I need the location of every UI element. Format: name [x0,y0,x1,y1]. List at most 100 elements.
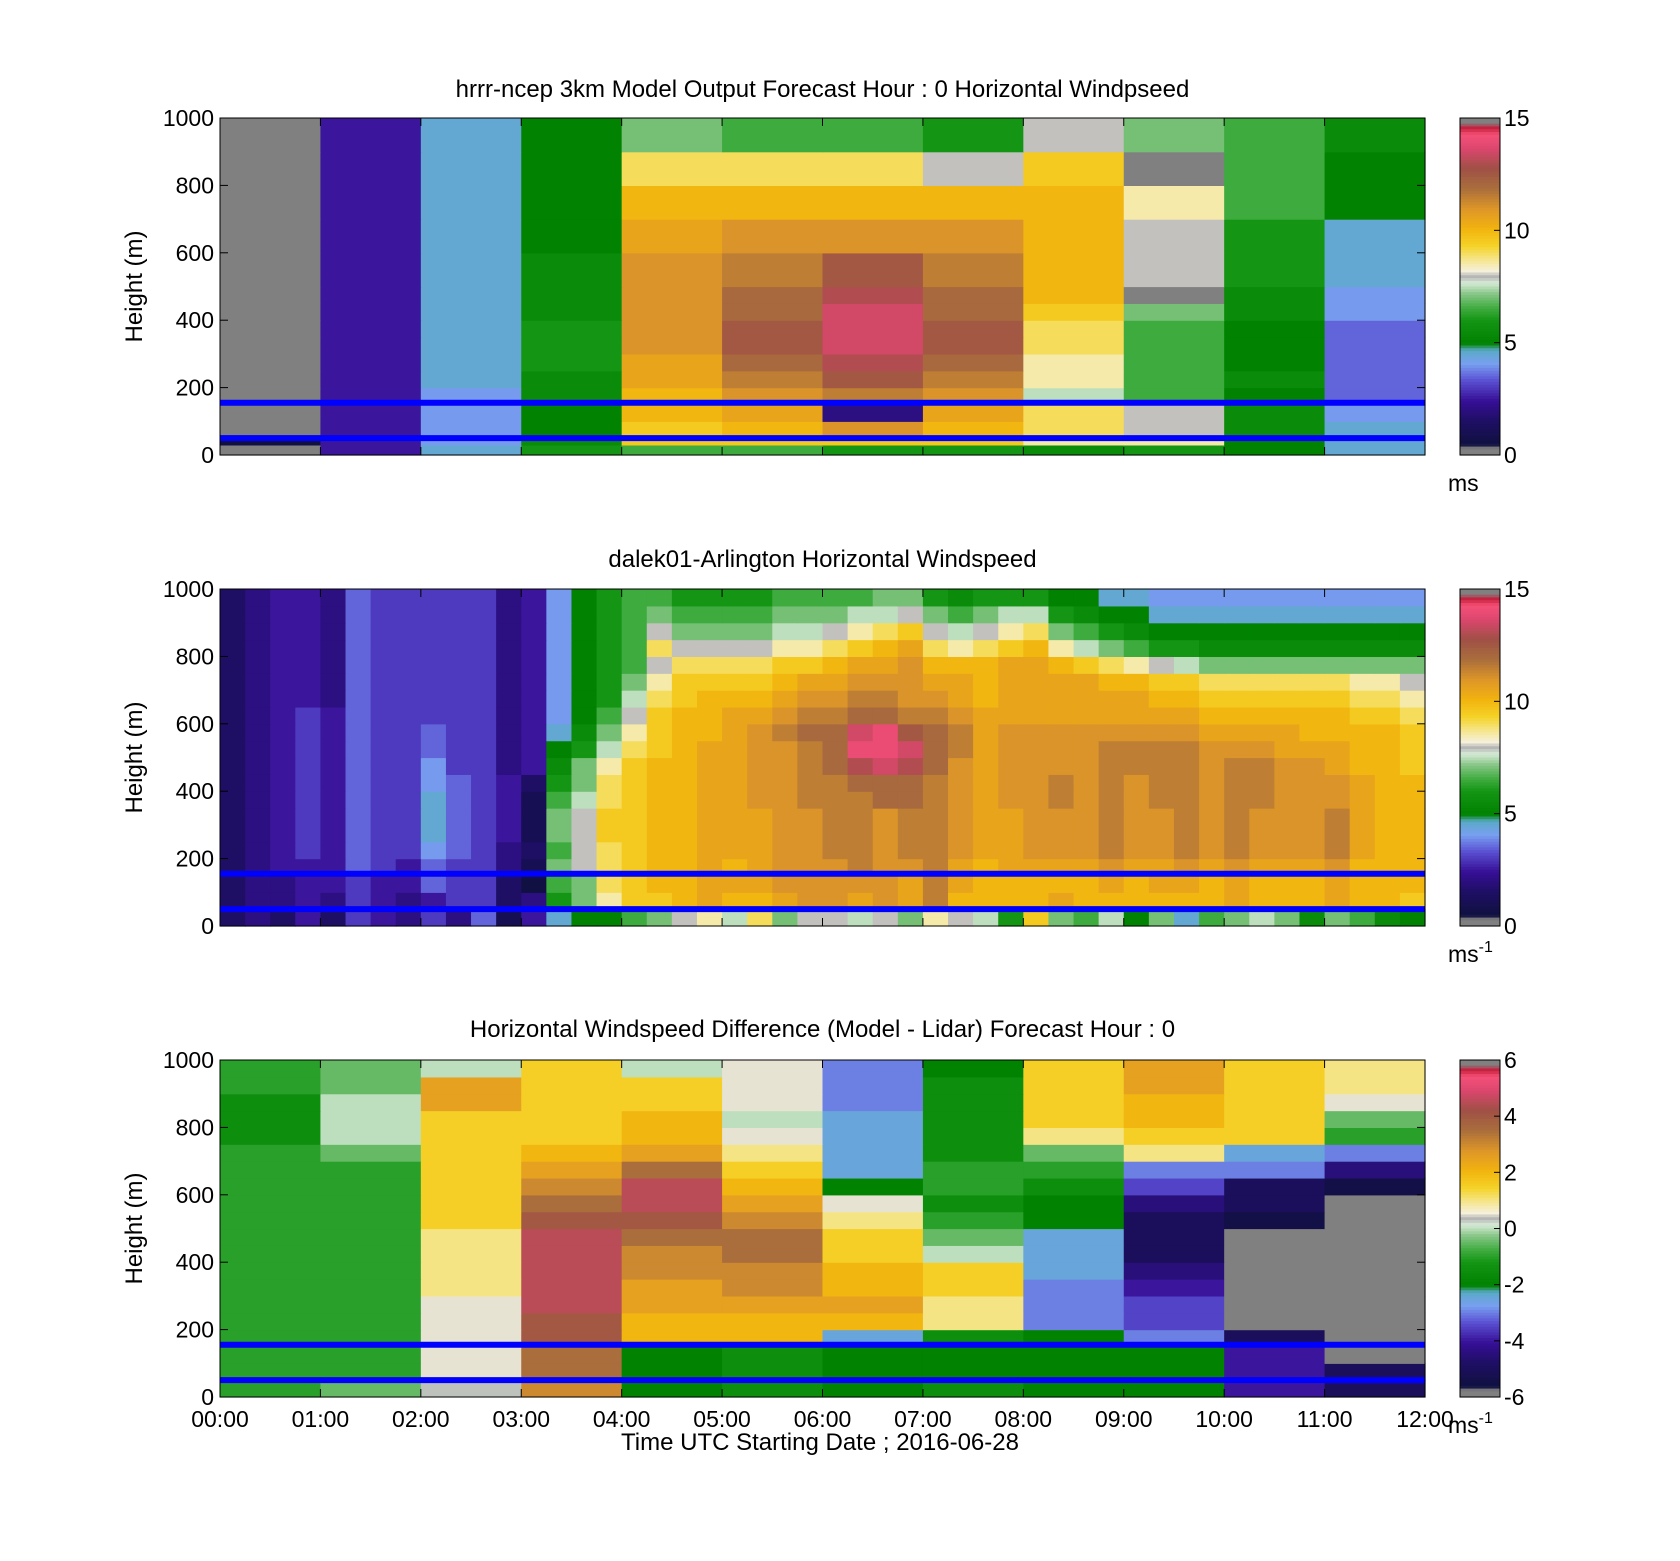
heatmap-cell [320,740,347,759]
heatmap-cell [1023,286,1125,304]
heatmap-cell [571,841,598,860]
colorbar-segment [1460,435,1500,439]
colorbar-segment [1460,889,1500,893]
heatmap-cell [521,791,547,809]
heatmap-cell [621,774,648,792]
heatmap-cell [596,605,623,624]
heatmap-cell [571,622,598,641]
heatmap-cell [797,909,824,927]
heatmap-cell [1324,656,1351,674]
heatmap-cell [220,1312,322,1331]
heatmap-cell [621,1295,723,1314]
heatmap-cell [1374,656,1401,674]
colorbar-segment [1460,633,1500,638]
colorbar-segment [1460,791,1500,795]
heatmap-cell [471,706,497,725]
heatmap-cell [922,605,949,624]
heatmap-cell [1299,892,1326,910]
colorbar-tick-label: 0 [1504,442,1517,468]
heatmap-cell [1324,673,1351,691]
heatmap-cell [1224,1060,1326,1078]
heatmap-cell [496,808,522,826]
colorbar-segment [1460,140,1500,144]
colorbar-segment [1460,1259,1500,1263]
colorbar-segment [1460,875,1500,879]
heatmap-cell [295,740,322,759]
heatmap-cell [295,723,322,742]
heatmap-cell [797,690,824,708]
heatmap-cell [696,740,723,759]
heatmap-cell [797,740,824,759]
heatmap-cell [621,605,648,624]
heatmap-cell [521,1127,623,1145]
heatmap-cell [521,444,623,456]
heatmap-cell [1224,303,1326,321]
heatmap-cell [320,252,422,288]
heatmap-cell [847,774,874,792]
heatmap-cell [596,824,623,843]
colorbar-segment [1460,160,1500,164]
heatmap-cell [370,824,397,843]
colorbar-segment [1460,1163,1500,1168]
heatmap-cell [822,808,849,826]
colorbar-segment [1460,749,1500,753]
heatmap-cell [1299,639,1326,657]
heatmap-cell [395,909,422,927]
heatmap-cell [747,605,773,624]
heatmap-cell [922,892,949,910]
heatmap-cell [872,824,899,843]
heatmap-cell [546,740,573,759]
colorbar-segment [1460,202,1500,206]
heatmap-cell [270,690,296,708]
heatmap-cell [1023,1161,1125,1179]
heatmap-cell [295,673,322,691]
heatmap-cell [621,1346,723,1364]
heatmap-cell [747,622,773,641]
colorbar-segment [1460,844,1500,848]
colorbar-segment [1460,294,1500,299]
colorbar-segment [1460,426,1500,431]
heatmap-cell [1123,841,1150,860]
heatmap-cell [1098,875,1125,893]
heatmap-cell [722,791,748,809]
colorbar-segment [1460,157,1500,161]
heatmap-cell [345,723,372,742]
heatmap-cell [1274,791,1301,809]
heatmap-cell [220,303,322,321]
colorbar-segment [1460,1060,1500,1064]
heatmap-cell [445,808,472,826]
heatmap-cell [1224,421,1326,436]
heatmap-cell [1098,589,1125,607]
heatmap-cell [722,1295,824,1314]
heatmap-cell [621,118,723,153]
heatmap-cell [722,909,748,927]
heatmap-cell [722,673,748,691]
heatmap-cell [1148,757,1175,775]
heatmap-cell [1023,808,1050,826]
heatmap-cell [897,706,924,725]
heatmap-cell [822,1093,924,1112]
heatmap-cell [1023,1312,1125,1331]
colorbar-segment [1460,920,1500,924]
heatmap-cell [1199,706,1225,725]
heatmap-cell [872,706,899,725]
heatmap-cell [1123,404,1225,422]
colorbar-segment [1460,241,1500,245]
heatmap-cell [395,892,422,910]
heatmap-cell [1349,690,1376,708]
colorbar-segment [1460,143,1500,147]
heatmap-cell [948,690,974,708]
heatmap-cell [220,841,246,860]
heatmap-cell [822,1110,924,1128]
heatmap-cell [370,740,397,759]
colorbar-segment [1460,390,1500,394]
heatmap-cell [1023,589,1050,607]
heatmap-cell [1098,622,1125,641]
colorbar-segment [1460,895,1500,899]
heatmap-cell [1199,622,1225,641]
heatmap-cell [571,757,598,775]
heatmap-cell [1224,824,1250,843]
heatmap-cell [897,892,924,910]
heatmap-cell [395,875,422,893]
heatmap-cell [722,1161,824,1179]
